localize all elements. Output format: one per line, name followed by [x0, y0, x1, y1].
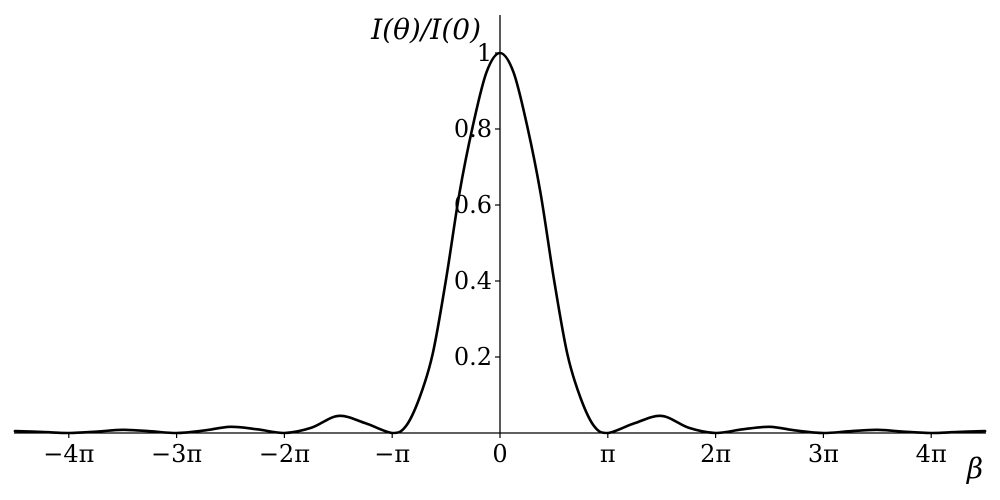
- y-tick-label: 0.2: [454, 343, 492, 371]
- y-tick-label: 0.4: [454, 267, 492, 295]
- intensity-curve: [13, 51, 987, 435]
- x-tick-label: −4π: [43, 440, 94, 468]
- x-axis-ticks: −4π −3π −2π −π 0 π 2π 3π 4π: [43, 433, 947, 468]
- y-axis-ticks: 0.20.40.60.81: [454, 39, 500, 371]
- x-tick-label: 2π: [700, 440, 731, 468]
- x-tick-label: 3π: [808, 440, 839, 468]
- x-tick-label: −3π: [151, 440, 202, 468]
- x-tick-label: π: [600, 440, 616, 468]
- x-tick-label: 4π: [916, 440, 947, 468]
- x-tick-label: 0: [492, 440, 507, 468]
- y-tick-label: 1: [477, 39, 492, 67]
- x-tick-label: −π: [374, 440, 410, 468]
- x-tick-label: −2π: [259, 440, 310, 468]
- y-axis-label: I(θ)/I(0): [370, 13, 481, 46]
- x-axis-label: β: [966, 452, 983, 485]
